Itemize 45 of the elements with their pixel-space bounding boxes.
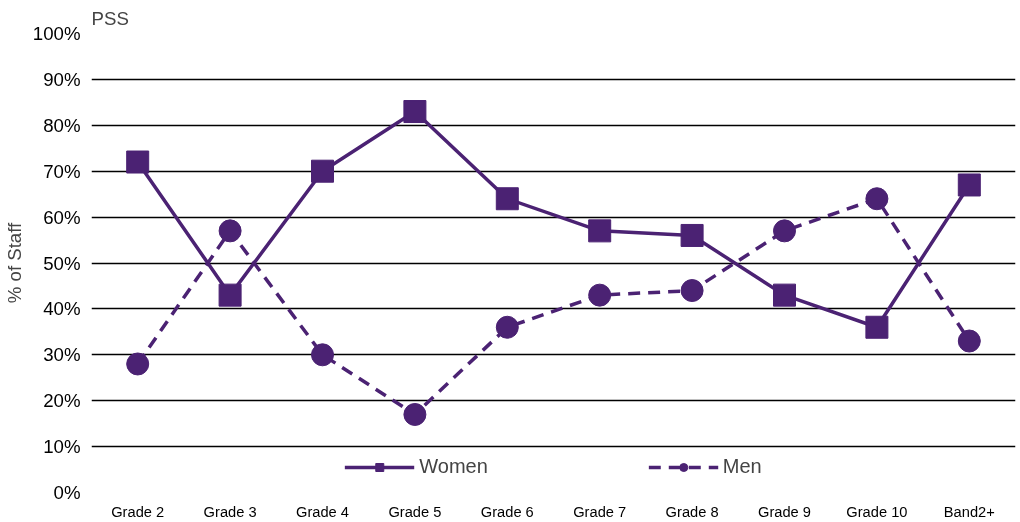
x-tick-label: Grade 8 [665, 503, 719, 520]
y-tick-label: 50% [43, 252, 81, 274]
point [957, 173, 981, 197]
point [311, 343, 334, 367]
x-tick-label: Grade 2 [111, 503, 165, 520]
x-tick-label: Grade 9 [758, 503, 811, 520]
point [773, 219, 796, 243]
point [218, 283, 242, 307]
point [680, 223, 704, 247]
point [126, 352, 150, 376]
y-tick-label: 70% [43, 160, 81, 182]
point [865, 315, 889, 339]
y-tick-label: 100% [32, 23, 81, 44]
y-tick-label: 30% [43, 344, 81, 366]
point [403, 100, 427, 124]
legend-label: Women [419, 455, 488, 478]
y-tick-label: 40% [43, 298, 81, 320]
point [680, 279, 704, 303]
x-tick-label: Grade 3 [203, 503, 257, 520]
y-tick-label: 0% [53, 482, 81, 503]
point [403, 402, 427, 426]
x-tick-label: Grade 4 [296, 503, 349, 520]
y-tick-label: 80% [43, 114, 81, 136]
point [495, 315, 519, 339]
point [957, 329, 981, 353]
point [588, 219, 612, 243]
x-tick-label: Grade 7 [573, 503, 627, 520]
legend-label: Men [722, 455, 762, 478]
y-axis-title: % of Staff [3, 221, 25, 304]
x-tick-label: Grade 6 [480, 503, 534, 520]
y-tick-label: 10% [43, 436, 81, 458]
point [495, 187, 519, 211]
y-tick-label: 90% [43, 68, 81, 90]
point [773, 283, 796, 307]
x-tick-label: Grade 10 [846, 503, 908, 520]
x-tick-label: Grade 5 [388, 503, 442, 520]
chart-title: PSS [91, 7, 129, 29]
x-tick-label: Band2+ [943, 503, 995, 520]
point [126, 150, 150, 174]
y-tick-label: 60% [43, 206, 81, 228]
point [311, 159, 334, 183]
point [865, 187, 889, 211]
point [218, 219, 242, 243]
y-tick-label: 20% [43, 390, 81, 412]
point [588, 283, 612, 307]
